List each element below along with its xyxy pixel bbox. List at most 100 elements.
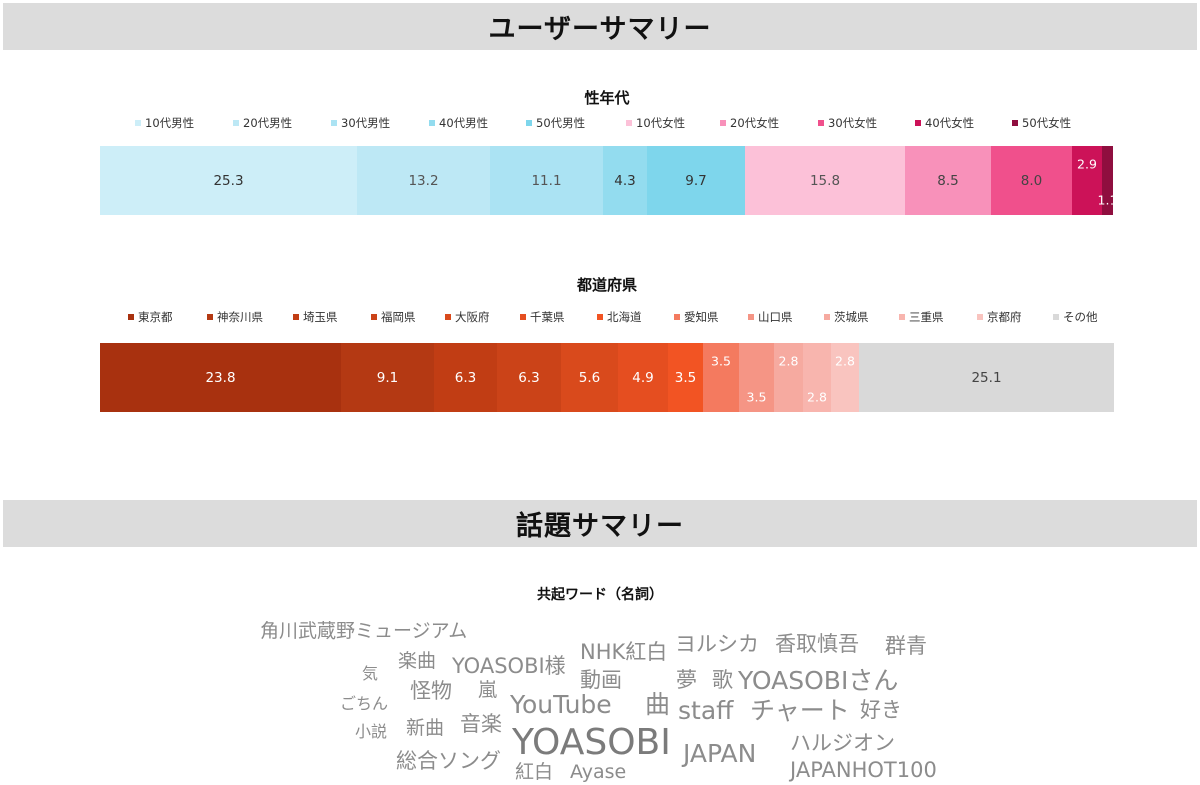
age-gender-chart-title: 性年代	[584, 89, 630, 107]
wordcloud-word: 曲	[645, 690, 671, 719]
wordcloud-word: 夢	[676, 668, 697, 692]
legend-item: 神奈川県	[207, 309, 263, 325]
wordcloud-word: Ayase	[570, 761, 627, 783]
legend-swatch	[915, 120, 921, 126]
legend-item: 40代女性	[915, 115, 974, 131]
wordcloud-word: 歌	[712, 668, 733, 692]
bar-segment	[603, 146, 647, 215]
legend-label: 30代男性	[341, 116, 391, 130]
age-gender-stacked-bar: 25.3 13.2 11.1 4.3 9.7 15.8 8.5 8.0 2.9 1.1	[100, 146, 1117, 215]
bar-segment	[618, 343, 668, 412]
wordcloud-word: 群青	[885, 634, 927, 658]
legend-swatch	[899, 314, 905, 320]
age-gender-legend: 10代男性 20代男性 30代男性 40代男性 50代男性 10代女性 20代女性 30代女性…	[100, 115, 1114, 131]
bar-segment	[561, 343, 618, 412]
bar-segment	[1102, 146, 1113, 215]
legend-swatch	[445, 314, 451, 320]
wordcloud-word: チャート	[750, 696, 850, 725]
legend-swatch	[1053, 314, 1059, 320]
legend-swatch	[748, 314, 754, 320]
legend-item: 大阪府	[445, 309, 490, 325]
wordcloud-word: 紅白	[515, 761, 554, 783]
legend-swatch	[293, 314, 299, 320]
data-label: 2.8	[778, 353, 799, 369]
data-label: 25.1	[971, 369, 1002, 386]
prefecture-stacked-bar: 23.8 9.1 6.3 6.3 5.6 4.9 3.5 3.5 3.5 2.8 2.8 2.8 25.…	[100, 343, 1114, 412]
data-label: 6.3	[518, 369, 540, 386]
legend-swatch	[597, 314, 603, 320]
bar-segment	[859, 343, 1114, 412]
legend-swatch	[526, 120, 532, 126]
legend-label: 50代男性	[536, 116, 586, 130]
legend-item: 30代男性	[331, 115, 390, 131]
legend-label: 10代女性	[636, 116, 686, 130]
bar-segment	[991, 146, 1072, 215]
legend-label: 神奈川県	[217, 310, 263, 324]
legend-item: 山口県	[748, 309, 793, 325]
legend-swatch	[626, 120, 632, 126]
bar-segment	[100, 146, 357, 215]
prefecture-legend: 東京都 神奈川県 埼玉県 福岡県 大阪府 千葉県 北海道 愛知県 山口県 茨城県 三重県 京都府 その他	[100, 309, 1114, 325]
bar-segment	[100, 343, 341, 412]
wordcloud-word: YOASOBI様	[452, 654, 566, 678]
legend-item: 北海道	[597, 309, 642, 325]
legend-label: 京都府	[987, 310, 1022, 324]
legend-label: 山口県	[758, 310, 793, 324]
data-label: 8.0	[1020, 172, 1043, 189]
legend-item: 愛知県	[674, 309, 719, 325]
legend-swatch	[674, 314, 680, 320]
legend-swatch	[818, 120, 824, 126]
wordcloud-word: 新曲	[406, 717, 445, 739]
data-label: 3.5	[746, 389, 767, 405]
data-label: 3.5	[711, 353, 731, 369]
legend-swatch	[824, 314, 830, 320]
legend-label: 20代女性	[730, 116, 780, 130]
data-label: 15.8	[809, 172, 841, 189]
legend-item: 茨城県	[824, 309, 869, 325]
wordcloud-word: 角川武蔵野ミュージアム	[260, 620, 468, 642]
legend-label: 20代男性	[243, 116, 293, 130]
legend-item: 40代男性	[429, 115, 488, 131]
legend-label: 茨城県	[834, 310, 869, 324]
legend-item: 50代男性	[526, 115, 585, 131]
bar-segment	[341, 343, 434, 412]
bar-segment	[831, 343, 859, 412]
data-label: 4.3	[614, 172, 636, 189]
legend-swatch	[331, 120, 337, 126]
wordcloud-word: 気	[362, 664, 379, 683]
wordcloud-word: YOASOBIさん	[738, 666, 899, 695]
legend-item: 福岡県	[371, 309, 416, 325]
wordcloud-title: 共起ワード（名詞）	[537, 587, 663, 603]
wordcloud-word: 小説	[355, 722, 388, 741]
legend-label: 40代女性	[925, 116, 975, 130]
legend-item: 20代男性	[233, 115, 292, 131]
wordcloud-word: 楽曲	[398, 650, 437, 672]
legend-label: その他	[1063, 310, 1098, 324]
legend-item: 三重県	[899, 309, 944, 325]
bar-segment	[1072, 146, 1102, 215]
legend-item: 埼玉県	[293, 309, 338, 325]
wordcloud-word: NHK紅白	[580, 640, 668, 664]
legend-label: 40代男性	[439, 116, 489, 130]
bar-segment	[668, 343, 703, 412]
legend-label: 千葉県	[530, 310, 565, 324]
data-label: 9.1	[376, 369, 399, 386]
legend-item: その他	[1053, 309, 1098, 325]
bar-segment	[803, 343, 831, 412]
wordcloud-word: 怪物	[410, 679, 452, 703]
bar-segment	[739, 343, 774, 412]
data-label: 1.1	[1097, 192, 1118, 208]
data-label: 25.3	[213, 172, 244, 189]
bar-segment	[490, 146, 603, 215]
legend-label: 三重県	[909, 310, 944, 324]
legend-swatch	[1012, 120, 1018, 126]
wordcloud-word: staff	[678, 696, 734, 725]
legend-item: 10代男性	[135, 115, 194, 131]
wordcloud-word: ヨルシカ	[675, 632, 759, 656]
legend-swatch	[135, 120, 141, 126]
legend-item: 10代女性	[626, 115, 685, 131]
legend-label: 北海道	[607, 310, 642, 324]
data-label: 4.9	[632, 369, 654, 386]
legend-item: 50代女性	[1012, 115, 1071, 131]
